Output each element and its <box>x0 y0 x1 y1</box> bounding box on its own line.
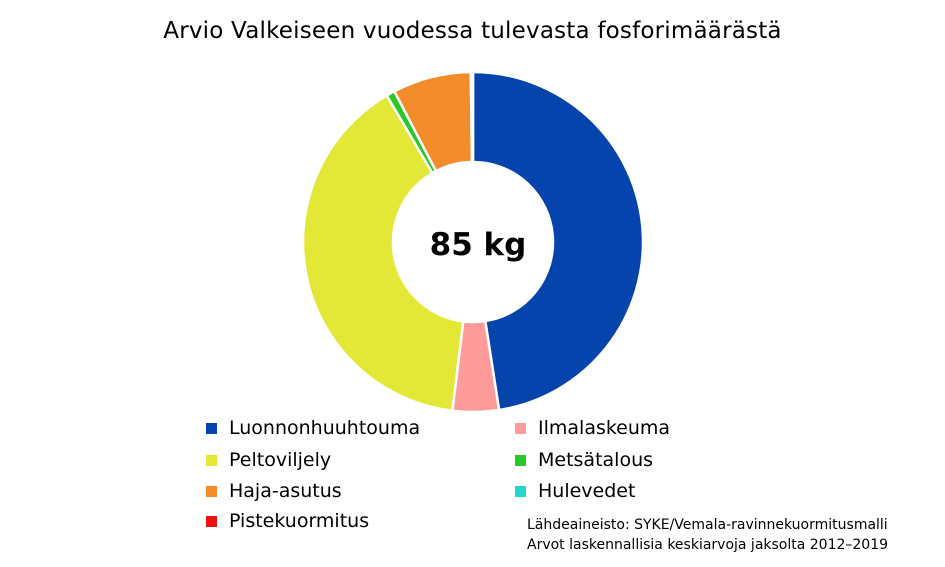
legend-item-pistekuormitus: Pistekuormitus <box>206 509 369 533</box>
legend-item-luonnonhuuhtouma: Luonnonhuuhtouma <box>206 416 420 440</box>
legend-label: Luonnonhuuhtouma <box>229 417 421 439</box>
legend-label: Metsätalous <box>538 449 654 471</box>
center-total-label: 85 kg <box>430 227 527 263</box>
legend-swatch <box>515 485 526 497</box>
legend-swatch <box>515 454 526 466</box>
chart-title: Arvio Valkeiseen vuodessa tulevasta fosf… <box>163 18 782 44</box>
legend-label: Hulevedet <box>538 480 636 502</box>
slice-hulevedet <box>469 70 475 164</box>
legend-swatch <box>206 422 217 434</box>
source-note: Lähdeaineisto: SYKE/Vemala-ravinnekuormi… <box>527 515 888 555</box>
legend-swatch <box>206 485 217 497</box>
legend-item-haja-asutus: Haja-asutus <box>206 479 342 503</box>
legend-swatch <box>206 515 217 527</box>
donut-slices <box>301 70 645 414</box>
legend-label: Pistekuormitus <box>229 510 370 532</box>
source-line-2: Arvot laskennallisia keskiarvoja jaksolt… <box>527 537 889 553</box>
legend-swatch <box>515 422 526 434</box>
legend-swatch <box>206 454 217 466</box>
legend-label: Peltoviljely <box>229 449 332 471</box>
legend-label: Haja-asutus <box>229 480 342 502</box>
legend-item-metsatalous: Metsätalous <box>515 448 653 472</box>
source-line-1: Lähdeaineisto: SYKE/Vemala-ravinnekuormi… <box>527 517 888 533</box>
legend-item-hulevedet: Hulevedet <box>515 479 635 503</box>
slice-luonnonhuuhtouma <box>471 70 645 412</box>
slice-peltoviljely <box>301 94 465 412</box>
legend-item-ilmalaskeuma: Ilmalaskeuma <box>515 416 670 440</box>
legend-item-peltoviljely: Peltoviljely <box>206 448 331 472</box>
legend-label: Ilmalaskeuma <box>538 417 671 439</box>
